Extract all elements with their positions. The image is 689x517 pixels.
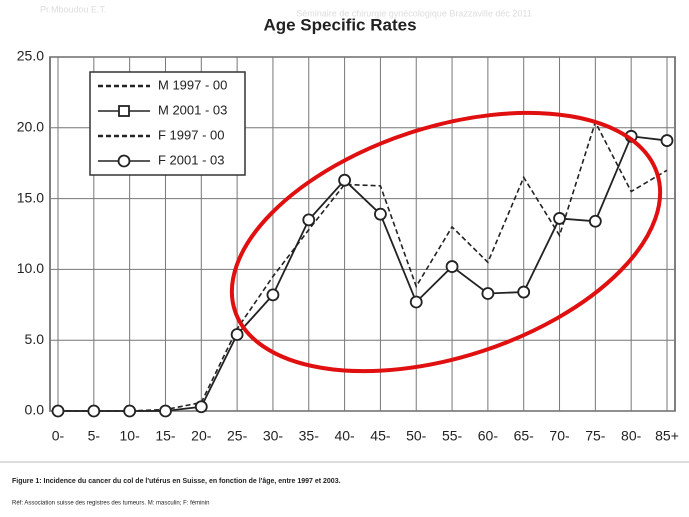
legend-label: F 2001 - 03 [158,152,225,167]
x-tick-label: 10- [120,428,141,444]
legend-marker [118,105,130,117]
point [517,285,531,299]
legend-marker [117,154,131,168]
x-tick-label: 65- [514,428,535,444]
x-tick-label: 0- [52,428,65,444]
legend-box [89,71,246,176]
x-tick-label: 20- [191,428,212,444]
event: Séminaire de chirurgie gynécologique Bra… [296,8,531,18]
point [87,404,101,418]
x-tick-label: 60- [478,428,499,444]
x-tick-label: 5- [88,428,101,444]
point [445,260,459,273]
x-tick-label: 35- [299,428,320,444]
legend-label: F 1997 - 00 [158,127,225,142]
point [123,404,137,418]
legend-label: M 2001 - 03 [158,102,227,117]
point [302,213,316,227]
point [588,214,602,228]
x-tick-label: 30- [263,428,284,444]
y-tick-label: 20.0 [17,119,44,135]
y-tick-label: 10.0 [17,260,44,276]
x-tick-label: 80- [621,428,642,444]
y-tick-label: 25.0 [17,48,44,64]
x-tick-label: 75- [585,428,606,444]
point [409,295,423,309]
point [159,404,172,418]
highlight-ellipse [229,110,663,374]
x-tick-label: 40- [334,428,355,444]
point [194,400,208,414]
x-tick-label: 55- [442,428,463,444]
chart-title: Age Specific Rates [263,15,416,34]
y-tick-label: 0.0 [25,402,45,418]
figure-caption: Figure 1: Incidence du cancer du col de … [12,478,341,485]
reference: Réf: Association suisse des registres de… [12,501,209,507]
x-tick-label: 85+ [655,428,679,444]
x-tick-label: 70- [549,428,570,444]
point [230,328,244,341]
y-tick-label: 5.0 [25,331,45,347]
x-tick-label: 50- [406,428,427,444]
x-tick-label: 45- [370,428,391,444]
x-tick-label: 25- [227,428,248,444]
y-tick-label: 15.0 [17,189,44,205]
point [481,287,495,300]
plot: 0.0 5.0 10.0 15.0 20.0 25.0 0- 5- 10- 15- 20- 25- 30… [17,48,679,444]
point [374,207,387,221]
point [553,212,566,225]
point [51,404,65,418]
author: Pr.Mboudou E.T. [40,4,107,14]
x-tick-label: 15- [155,428,176,444]
point [266,288,280,302]
legend-label: M 1997 - 00 [158,77,227,92]
point [338,173,351,187]
point [660,134,674,147]
